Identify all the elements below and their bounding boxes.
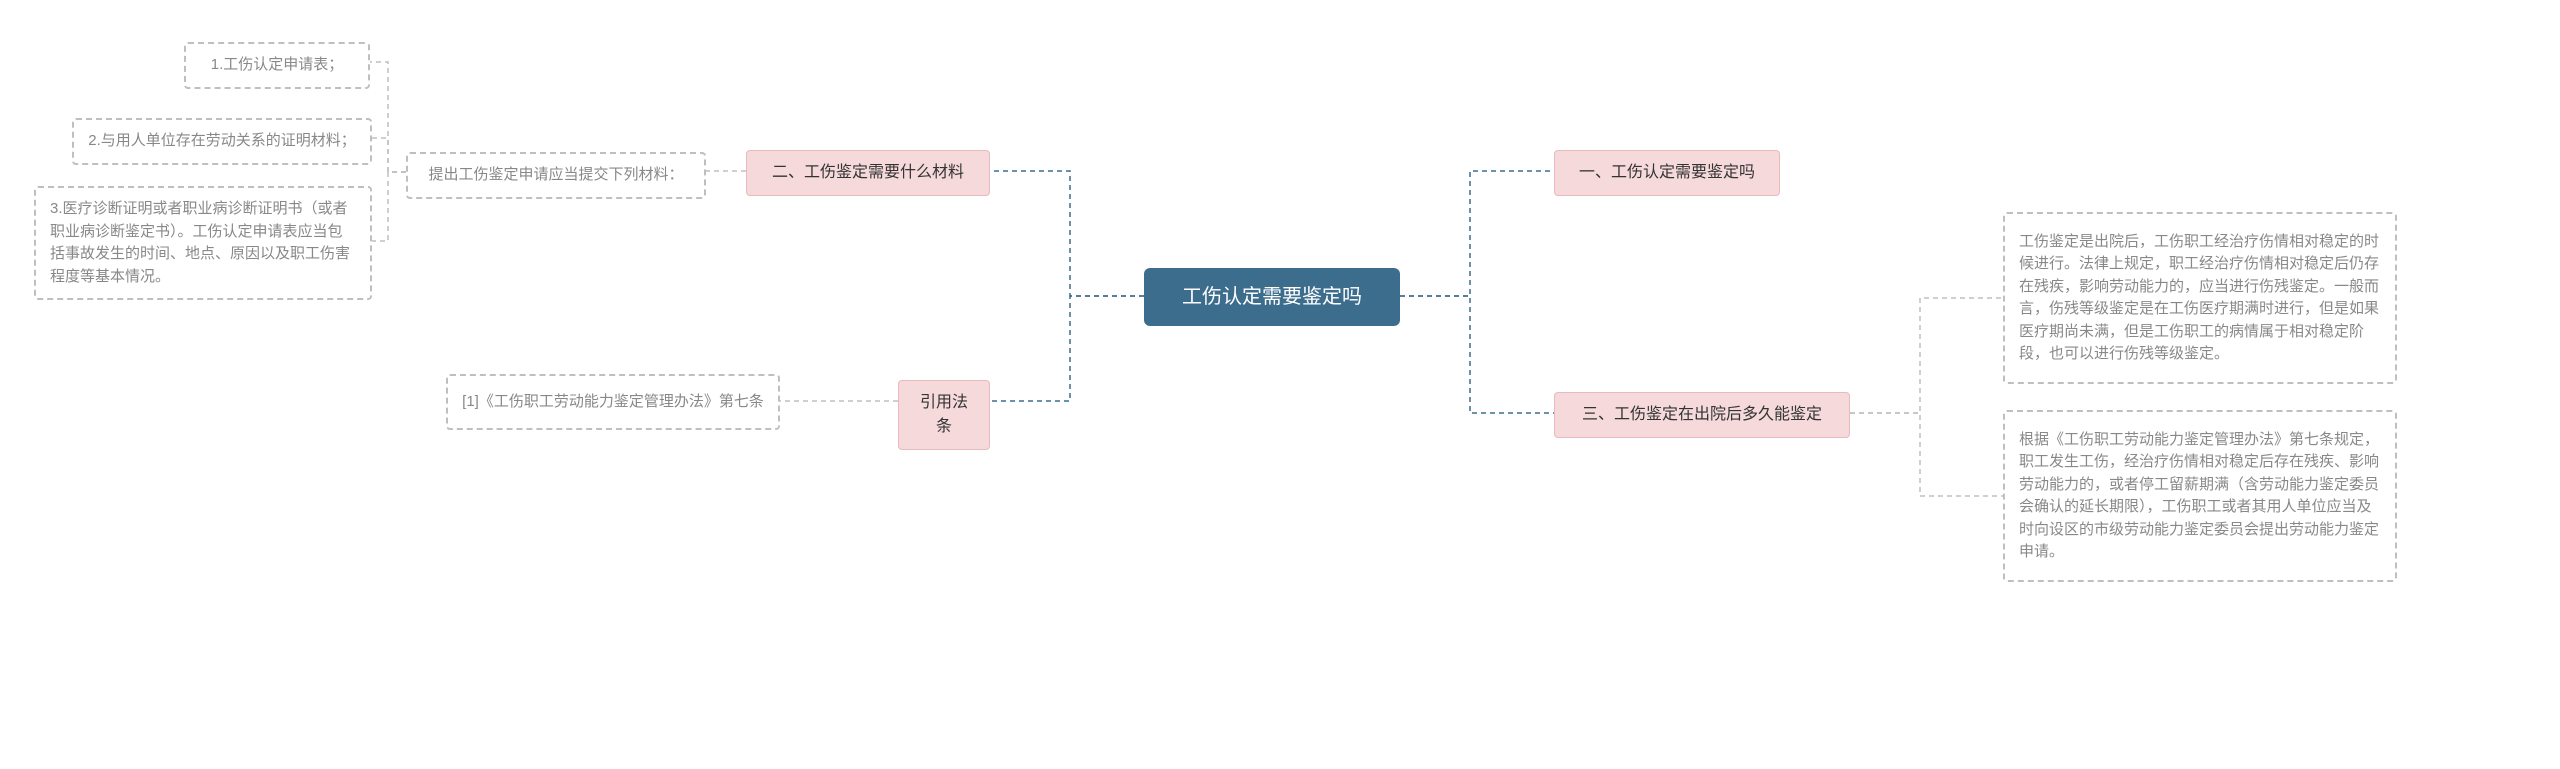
leaf-l1-c: 3.医疗诊断证明或者职业病诊断证明书（或者职业病诊断鉴定书）。工伤认定申请表应当… (34, 186, 372, 300)
leaf-l1-a: 1.工伤认定申请表； (184, 42, 370, 89)
leaf-l1-child: 提出工伤鉴定申请应当提交下列材料： (406, 152, 706, 199)
connector-layer (0, 0, 2560, 769)
leaf-l1-b: 2.与用人单位存在劳动关系的证明材料； (72, 118, 372, 165)
root-node: 工伤认定需要鉴定吗 (1144, 268, 1400, 326)
leaf-l2-child: [1]《工伤职工劳动能力鉴定管理办法》第七条 (446, 374, 780, 430)
branch-l1: 二、工伤鉴定需要什么材料 (746, 150, 990, 196)
leaf-r2b: 根据《工伤职工劳动能力鉴定管理办法》第七条规定，职工发生工伤，经治疗伤情相对稳定… (2003, 410, 2397, 582)
branch-r2: 三、工伤鉴定在出院后多久能鉴定 (1554, 392, 1850, 438)
branch-r1: 一、工伤认定需要鉴定吗 (1554, 150, 1780, 196)
branch-l2: 引用法条 (898, 380, 990, 450)
leaf-r2a: 工伤鉴定是出院后，工伤职工经治疗伤情相对稳定的时候进行。法律上规定，职工经治疗伤… (2003, 212, 2397, 384)
